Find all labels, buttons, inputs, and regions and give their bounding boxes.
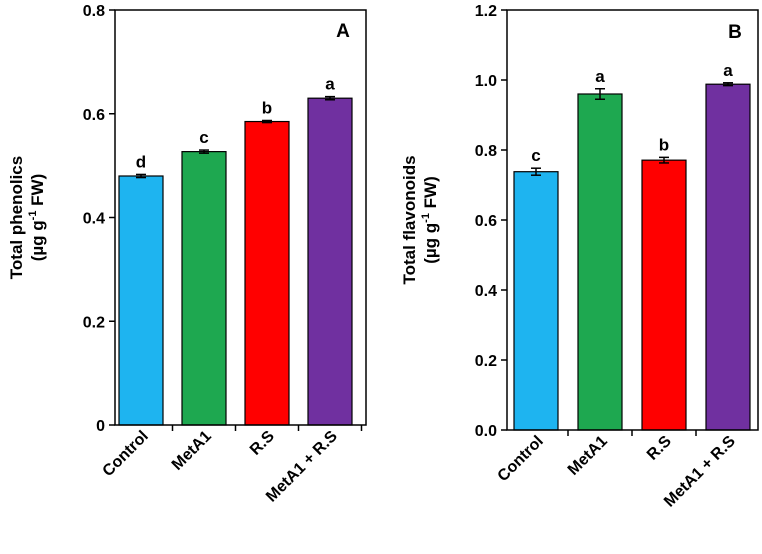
panel-b-error-bar-4 — [723, 82, 733, 87]
panel-b-error-bar-3 — [659, 156, 669, 164]
panel-b-significance-2: a — [595, 67, 605, 86]
panel-b-y-axis-title-line2: (µg g-1 FW) — [420, 176, 440, 264]
panel-a-category-label-2: MetA1 — [169, 428, 215, 474]
panel-a-significance-2: c — [199, 128, 208, 147]
panel-b-bar-3 — [641, 159, 687, 431]
panel-b-significance-3: b — [659, 135, 669, 154]
panel-b-y-axis-title-line1: Total flavonoids — [400, 155, 419, 284]
panel-a-y-tick-label-5: 0.8 — [83, 3, 105, 20]
panel-a-error-bar-3 — [262, 119, 272, 124]
panel-b-bar-2 — [577, 93, 623, 431]
panel-b-bar-4 — [705, 83, 751, 431]
panel-a-y-tick-label-4: 0.6 — [83, 107, 105, 124]
panel-a-error-bar-4 — [325, 95, 335, 101]
panel-b-y-axis-title: Total flavonoids (µg g-1 FW) — [400, 155, 440, 284]
panel-a-category-label-3: R.S — [247, 428, 278, 459]
panel-a-category-label-1: Control — [100, 428, 152, 480]
panel-b-error-bar-2 — [595, 88, 605, 100]
panel-a-error-bar-1 — [136, 173, 146, 179]
panel-b-y-tick-label-7: 1.2 — [475, 3, 497, 20]
panel-a-significance-1: d — [136, 152, 146, 171]
panel-a-bar-3 — [244, 120, 290, 426]
panel-a-bar-4 — [307, 97, 353, 426]
panel-b-y-tick-label-1: 0.0 — [475, 423, 497, 440]
panel-b-error-bar-1 — [531, 167, 541, 176]
panel-a-error-bar-2 — [199, 149, 209, 154]
panel-a-y-tick-label-3: 0.4 — [83, 211, 105, 228]
panel-b-y-tick-label-5: 0.8 — [475, 143, 497, 160]
panel-a-significance-4: a — [325, 75, 335, 94]
panel-b-significance-1: c — [531, 146, 540, 165]
panel-a-significance-3: b — [262, 98, 272, 117]
panel-b-bar-1 — [513, 171, 559, 431]
panel-a-letter: A — [336, 21, 350, 42]
panel-a-y-axis-title-line2: (µg g-1 FW) — [27, 174, 47, 262]
panel-b-y-tick-label-6: 1.0 — [475, 73, 497, 90]
panel-a-bar-1 — [118, 175, 164, 426]
panel-a-y-tick-label-1: 0 — [96, 418, 105, 435]
panel-a-bar-2 — [181, 151, 227, 426]
panel-b-category-label-3: R.S — [644, 433, 675, 464]
panel-b-y-tick-label-3: 0.4 — [475, 283, 497, 300]
panel-b-y-tick-label-2: 0.2 — [475, 353, 497, 370]
panel-b-category-label-2: MetA1 — [565, 433, 611, 479]
panel-a-y-axis-title-line1: Total phenolics — [7, 156, 26, 279]
panel-b-category-label-1: Control — [495, 433, 547, 485]
panel-b-y-tick-label-4: 0.6 — [475, 213, 497, 230]
panel-a-y-tick-label-2: 0.2 — [83, 314, 105, 331]
panel-b-significance-4: a — [723, 61, 733, 80]
panel-b-letter: B — [728, 22, 742, 43]
panel-a-y-axis-title: Total phenolics (µg g-1 FW) — [7, 156, 47, 279]
